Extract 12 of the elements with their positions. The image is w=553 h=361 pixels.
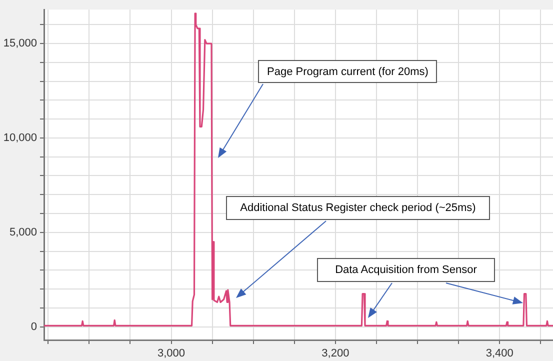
annotation: Additional Status Register check period (~25ms) [240, 202, 476, 214]
callout-box: Additional Status Register check period (~25ms) [226, 196, 490, 220]
y-tick-label: 15,000 [3, 38, 37, 50]
y-tick-label: 10,000 [3, 132, 37, 144]
y-tick-label: 0 [30, 320, 37, 333]
annotation: Page Program current (for 20ms) [267, 66, 428, 78]
x-tick-label: 3,000 [157, 348, 186, 360]
y-tick-label: 5,000 [9, 226, 37, 238]
x-tick-label: 3,400 [486, 348, 514, 360]
callout-box: Page Program current (for 20ms) [258, 60, 438, 83]
annotation: Data Acquisition from Sensor [335, 264, 477, 276]
x-tick-label: 3,200 [322, 348, 350, 360]
